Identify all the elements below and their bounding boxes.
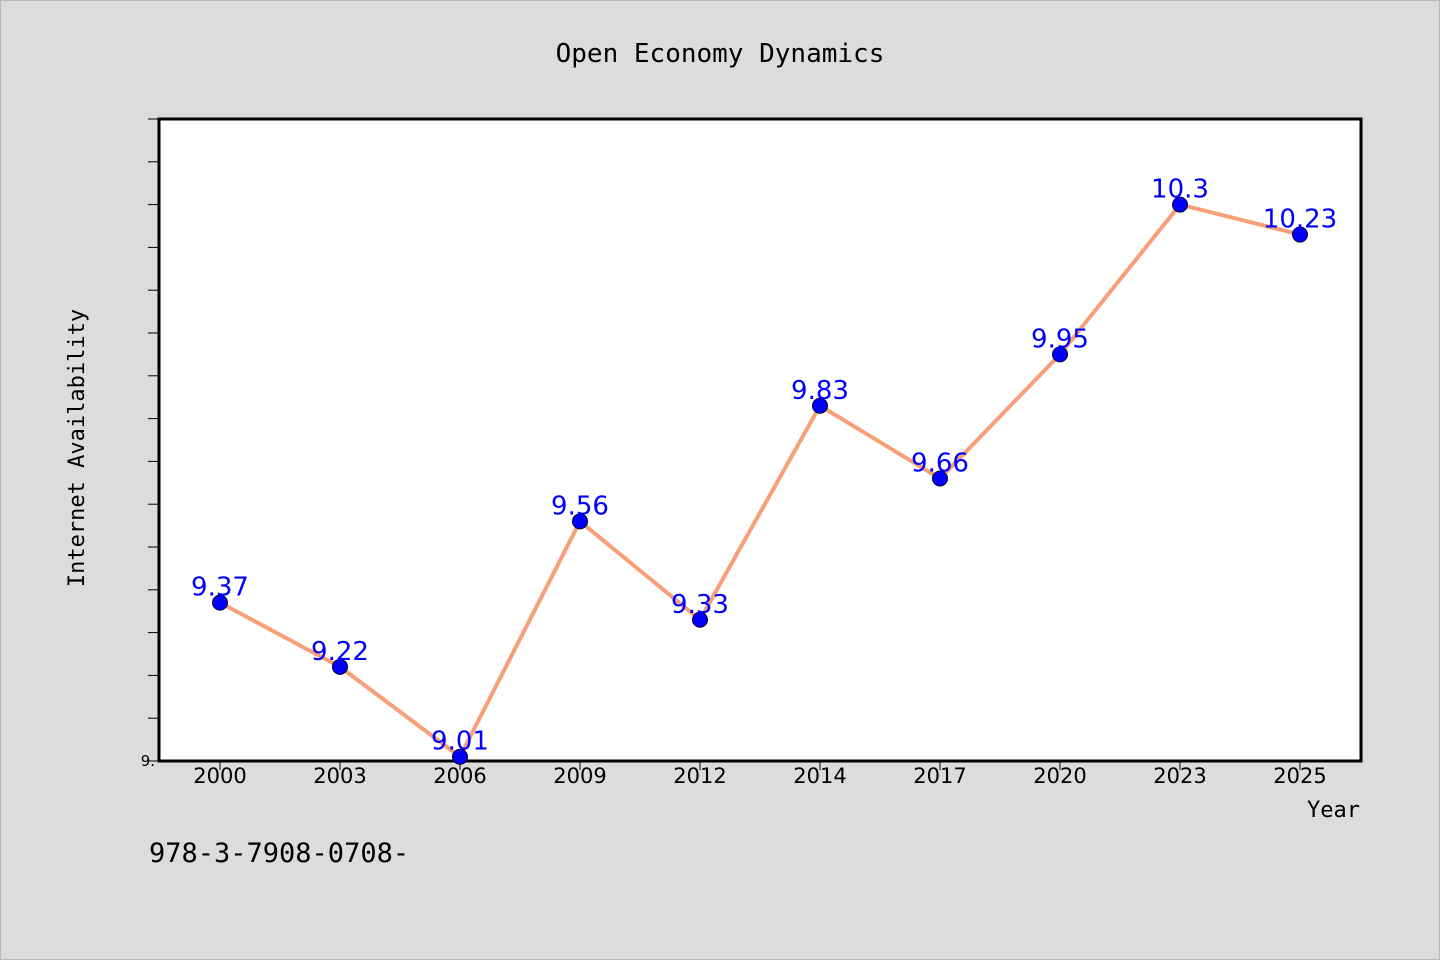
data-label: 9.95 xyxy=(1031,324,1089,354)
data-label: 10.3 xyxy=(1151,175,1209,205)
data-label: 10.23 xyxy=(1263,205,1337,235)
x-tick-label: 2003 xyxy=(313,764,366,788)
chart-title: Open Economy Dynamics xyxy=(556,39,885,69)
data-label: 9.37 xyxy=(191,573,249,603)
y-axis-tick-labels: 9. xyxy=(141,752,155,770)
footer-text: 978-3-7908-0708- xyxy=(149,838,409,869)
data-point xyxy=(212,594,228,611)
data-point xyxy=(452,748,468,765)
data-label: 9.33 xyxy=(671,590,729,620)
series-line xyxy=(218,202,1302,759)
x-tick-label: 2000 xyxy=(193,764,246,788)
data-labels: 9.37 9.22 9.01 9.56 9.33 9.83 9.66 9.95 10.3 10.2… xyxy=(191,175,1337,757)
data-point xyxy=(1172,196,1188,213)
y-axis-ticks xyxy=(148,118,159,762)
data-point xyxy=(692,611,708,628)
data-point xyxy=(812,397,828,414)
x-axis-tick-labels: 2000 2003 2006 2009 2012 2014 2017 2020 2023 2025 xyxy=(193,764,1326,788)
x-tick-label: 2025 xyxy=(1273,764,1326,788)
data-point xyxy=(932,470,948,487)
x-tick-label: 2020 xyxy=(1033,764,1086,788)
data-point xyxy=(1052,346,1068,363)
x-tick-label: 2012 xyxy=(673,764,726,788)
data-label: 9.56 xyxy=(551,491,609,521)
data-label: 9.01 xyxy=(431,727,489,757)
y-axis-label: Internet Availability xyxy=(65,309,90,587)
x-axis-label: Year xyxy=(1307,798,1360,823)
x-tick-label: 2014 xyxy=(793,764,846,788)
x-tick-label: 2009 xyxy=(553,764,606,788)
x-tick-label: 2023 xyxy=(1153,764,1206,788)
x-tick-label: 2017 xyxy=(913,764,966,788)
data-label: 9.22 xyxy=(311,637,369,667)
data-point xyxy=(572,513,588,530)
x-axis-ticks xyxy=(219,761,1301,770)
data-label: 9.83 xyxy=(791,376,849,406)
data-label: 9.66 xyxy=(911,449,969,479)
y-tick-label: 9. xyxy=(141,752,155,770)
x-tick-label: 2006 xyxy=(433,764,486,788)
data-markers xyxy=(212,196,1308,765)
data-point xyxy=(332,658,348,675)
data-point xyxy=(1292,226,1308,243)
